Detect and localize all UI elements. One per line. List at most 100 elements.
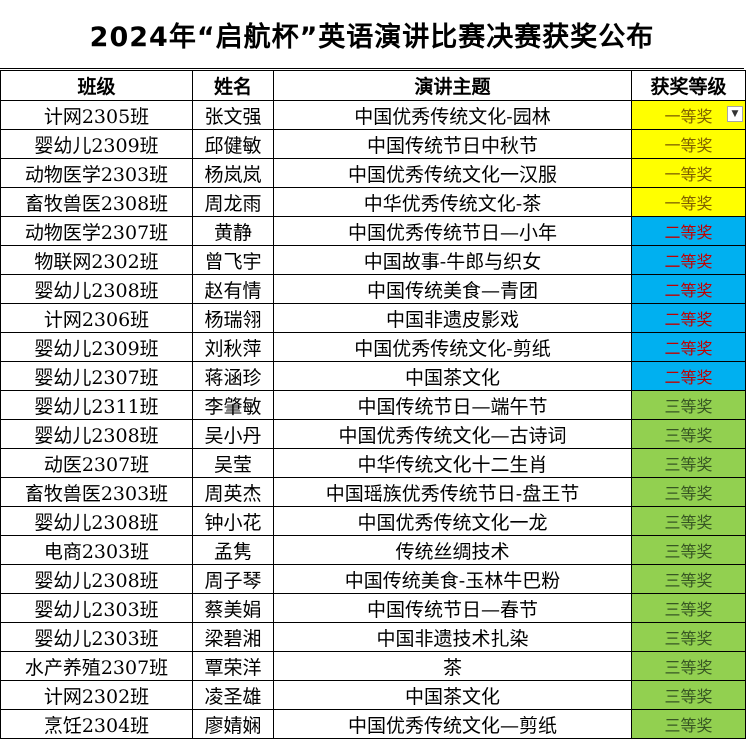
- cell-award[interactable]: 三等奖: [631, 709, 746, 739]
- cell-name[interactable]: 黄静: [192, 216, 274, 246]
- cell-name[interactable]: 邱健敏: [192, 129, 274, 159]
- cell-topic[interactable]: 中国优秀传统文化一龙: [273, 506, 632, 536]
- cell-topic[interactable]: 中国优秀传统文化一汉服: [273, 158, 632, 188]
- cell-award[interactable]: 二等奖: [631, 216, 746, 246]
- cell-topic-text: 中国传统美食—青团: [366, 279, 538, 302]
- cell-award[interactable]: 三等奖: [631, 390, 746, 420]
- cell-class[interactable]: 计网2306班: [0, 303, 193, 333]
- cell-topic[interactable]: 中国瑶族优秀传统节日-盘王节: [273, 477, 632, 507]
- cell-name[interactable]: 周子琴: [192, 564, 274, 594]
- cell-award[interactable]: 二等奖: [631, 332, 746, 362]
- cell-award[interactable]: 三等奖: [631, 506, 746, 536]
- cell-award[interactable]: 三等奖: [631, 477, 746, 507]
- cell-name[interactable]: 刘秋萍: [192, 332, 274, 362]
- cell-award[interactable]: 一等奖: [631, 158, 746, 188]
- header-award[interactable]: 获奖等级: [631, 70, 746, 101]
- cell-award[interactable]: 一等奖 ▼: [631, 100, 746, 130]
- cell-award[interactable]: 一等奖: [631, 187, 746, 217]
- cell-name[interactable]: 周龙雨: [192, 187, 274, 217]
- cell-topic[interactable]: 中国非遗皮影戏: [273, 303, 632, 333]
- cell-topic[interactable]: 中国茶文化: [273, 361, 632, 391]
- cell-topic[interactable]: 中国传统节日—端午节: [273, 390, 632, 420]
- cell-name[interactable]: 凌圣雄: [192, 680, 274, 710]
- cell-topic[interactable]: 中国传统节日中秋节: [273, 129, 632, 159]
- cell-award[interactable]: 二等奖: [631, 274, 746, 304]
- cell-class[interactable]: 物联网2302班: [0, 245, 193, 275]
- cell-class[interactable]: 烹饪2304班: [0, 709, 193, 739]
- cell-class-text: 动物医学2303班: [24, 163, 169, 186]
- cell-award[interactable]: 三等奖: [631, 593, 746, 623]
- cell-name[interactable]: 杨瑞翎: [192, 303, 274, 333]
- cell-topic[interactable]: 中国传统美食-玉林牛巴粉: [273, 564, 632, 594]
- cell-class[interactable]: 婴幼儿2303班: [0, 622, 193, 652]
- cell-class[interactable]: 动物医学2307班: [0, 216, 193, 246]
- cell-topic-text: 传统丝绸技术: [395, 540, 510, 563]
- cell-class[interactable]: 水产养殖2307班: [0, 651, 193, 681]
- cell-class[interactable]: 婴幼儿2303班: [0, 593, 193, 623]
- cell-award[interactable]: 三等奖: [631, 651, 746, 681]
- cell-topic[interactable]: 茶: [273, 651, 632, 681]
- cell-class[interactable]: 婴幼儿2308班: [0, 506, 193, 536]
- cell-name[interactable]: 吴小丹: [192, 419, 274, 449]
- cell-topic[interactable]: 中华优秀传统文化-茶: [273, 187, 632, 217]
- cell-topic[interactable]: 中国优秀传统文化—剪纸: [273, 709, 632, 739]
- header-name[interactable]: 姓名: [192, 70, 274, 101]
- cell-name[interactable]: 廖婧娴: [192, 709, 274, 739]
- cell-award[interactable]: 二等奖: [631, 361, 746, 391]
- cell-class[interactable]: 畜牧兽医2308班: [0, 187, 193, 217]
- table-row: 计网2305班 张文强 中国优秀传统文化-园林 一等奖 ▼: [0, 100, 746, 130]
- cell-topic[interactable]: 传统丝绸技术: [273, 535, 632, 565]
- cell-topic[interactable]: 中国优秀传统文化-园林: [273, 100, 632, 130]
- cell-topic[interactable]: 中国非遗技术扎染: [273, 622, 632, 652]
- cell-topic[interactable]: 中国故事-牛郎与织女: [273, 245, 632, 275]
- cell-award[interactable]: 三等奖: [631, 680, 746, 710]
- cell-award[interactable]: 三等奖: [631, 622, 746, 652]
- header-topic[interactable]: 演讲主题: [273, 70, 632, 101]
- cell-class[interactable]: 婴幼儿2308班: [0, 419, 193, 449]
- sheet-title[interactable]: 2024年“启航杯”英语演讲比赛决赛获奖公布: [0, 0, 744, 69]
- cell-name[interactable]: 蒋涵珍: [192, 361, 274, 391]
- cell-topic[interactable]: 中国茶文化: [273, 680, 632, 710]
- cell-topic[interactable]: 中国传统节日—春节: [273, 593, 632, 623]
- cell-topic[interactable]: 中国优秀传统节日—小年: [273, 216, 632, 246]
- cell-award[interactable]: 三等奖: [631, 448, 746, 478]
- cell-topic[interactable]: 中国优秀传统文化-剪纸: [273, 332, 632, 362]
- cell-topic[interactable]: 中国优秀传统文化—古诗词: [273, 419, 632, 449]
- cell-name[interactable]: 曾飞宇: [192, 245, 274, 275]
- cell-award[interactable]: 三等奖: [631, 419, 746, 449]
- cell-award[interactable]: 三等奖: [631, 535, 746, 565]
- cell-name-text: 杨瑞翎: [204, 308, 262, 331]
- cell-name[interactable]: 张文强: [192, 100, 274, 130]
- cell-name[interactable]: 周英杰: [192, 477, 274, 507]
- cell-name[interactable]: 吴莹: [192, 448, 274, 478]
- cell-name[interactable]: 李肇敏: [192, 390, 274, 420]
- cell-class[interactable]: 婴幼儿2308班: [0, 564, 193, 594]
- cell-class[interactable]: 计网2305班: [0, 100, 193, 130]
- cell-class[interactable]: 动物医学2303班: [0, 158, 193, 188]
- cell-award[interactable]: 一等奖: [631, 129, 746, 159]
- cell-class[interactable]: 婴幼儿2311班: [0, 390, 193, 420]
- cell-class[interactable]: 畜牧兽医2303班: [0, 477, 193, 507]
- cell-name[interactable]: 杨岚岚: [192, 158, 274, 188]
- cell-name-text: 李肇敏: [204, 395, 262, 418]
- cell-name[interactable]: 赵有情: [192, 274, 274, 304]
- cell-class[interactable]: 动医2307班: [0, 448, 193, 478]
- cell-class[interactable]: 电商2303班: [0, 535, 193, 565]
- cell-name[interactable]: 梁碧湘: [192, 622, 274, 652]
- cell-class[interactable]: 计网2302班: [0, 680, 193, 710]
- cell-name[interactable]: 覃荣洋: [192, 651, 274, 681]
- cell-name[interactable]: 蔡美娟: [192, 593, 274, 623]
- cell-class[interactable]: 婴幼儿2309班: [0, 332, 193, 362]
- chevron-down-icon[interactable]: ▼: [727, 106, 743, 122]
- cell-name[interactable]: 钟小花: [192, 506, 274, 536]
- cell-class[interactable]: 婴幼儿2308班: [0, 274, 193, 304]
- cell-name[interactable]: 孟隽: [192, 535, 274, 565]
- cell-award[interactable]: 三等奖: [631, 564, 746, 594]
- cell-award[interactable]: 二等奖: [631, 245, 746, 275]
- cell-class[interactable]: 婴幼儿2309班: [0, 129, 193, 159]
- header-class[interactable]: 班级: [0, 70, 193, 101]
- cell-topic[interactable]: 中国传统美食—青团: [273, 274, 632, 304]
- cell-class[interactable]: 婴幼儿2307班: [0, 361, 193, 391]
- cell-award[interactable]: 二等奖: [631, 303, 746, 333]
- cell-topic[interactable]: 中华传统文化十二生肖: [273, 448, 632, 478]
